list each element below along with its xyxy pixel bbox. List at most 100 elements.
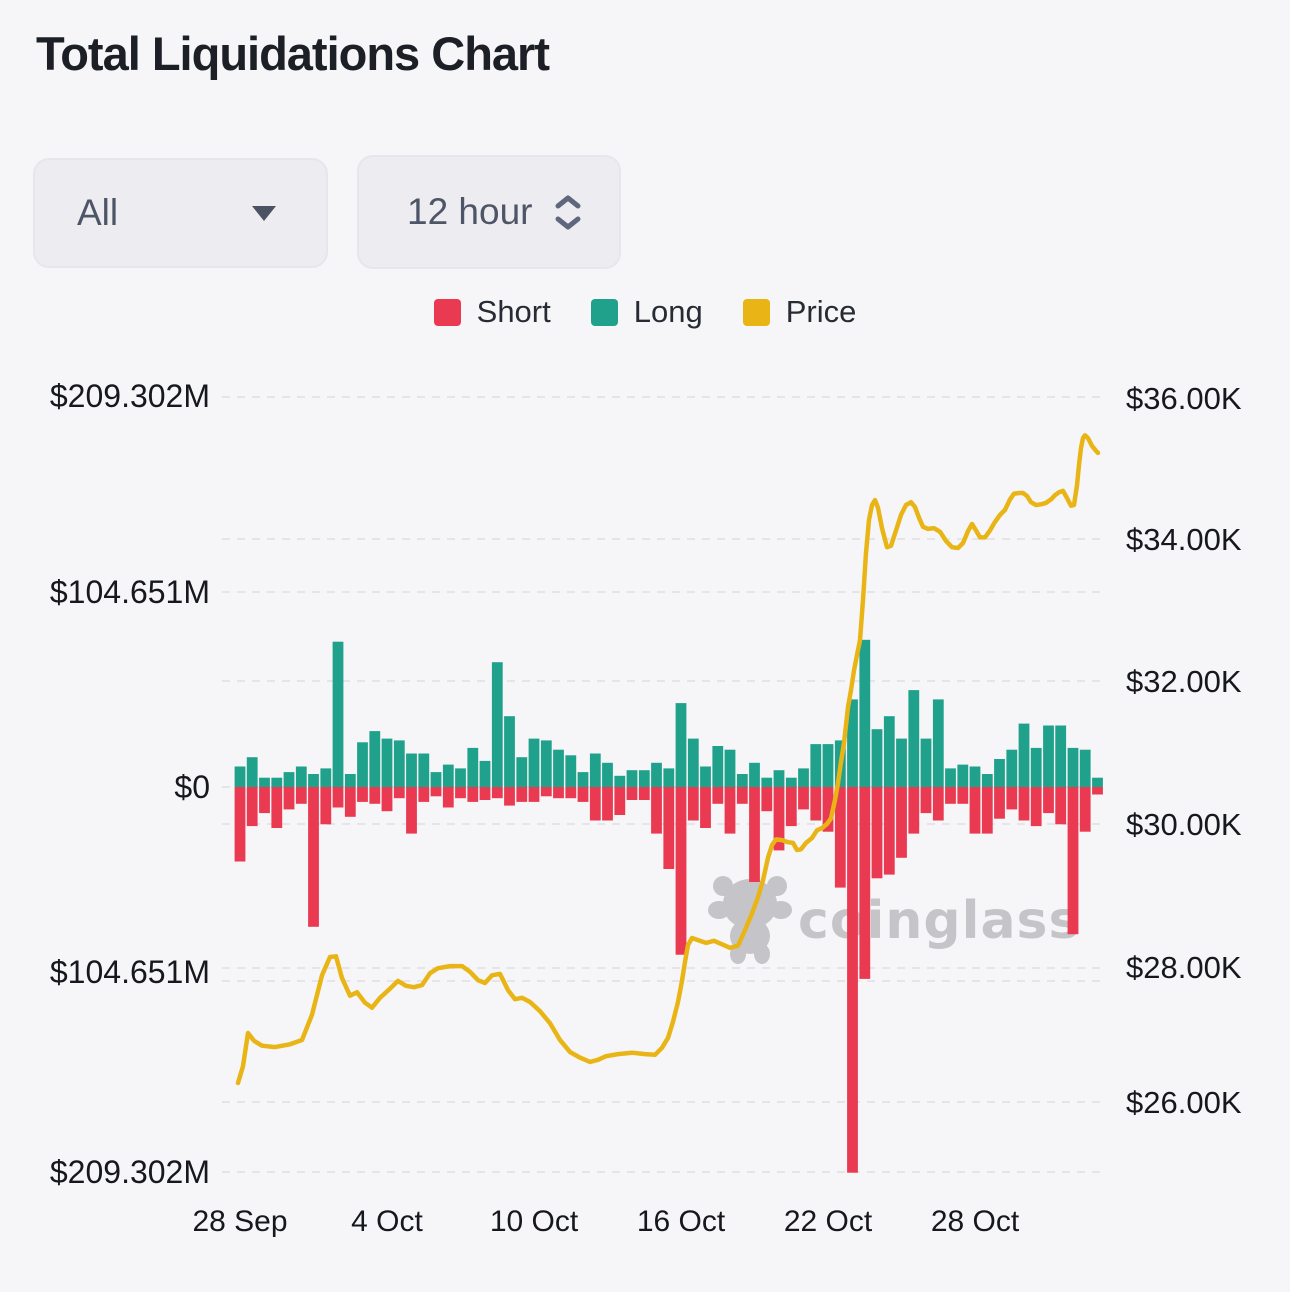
- long-bar[interactable]: [798, 768, 809, 787]
- long-bar[interactable]: [577, 772, 589, 787]
- short-bar[interactable]: [700, 787, 711, 828]
- long-bar[interactable]: [357, 742, 368, 787]
- long-bar[interactable]: [981, 774, 993, 787]
- long-bar[interactable]: [246, 757, 258, 787]
- long-bar[interactable]: [847, 699, 858, 787]
- short-bar[interactable]: [994, 787, 1005, 819]
- short-bar[interactable]: [357, 787, 368, 802]
- long-bar[interactable]: [663, 768, 675, 787]
- long-bar[interactable]: [896, 738, 907, 787]
- short-bar[interactable]: [1067, 787, 1079, 935]
- short-bar[interactable]: [234, 787, 246, 862]
- short-bar[interactable]: [908, 787, 920, 834]
- short-bar[interactable]: [602, 787, 613, 821]
- long-bar[interactable]: [945, 768, 956, 787]
- short-bar[interactable]: [663, 787, 675, 869]
- short-bar[interactable]: [308, 787, 319, 927]
- short-bar[interactable]: [565, 787, 577, 799]
- short-bar[interactable]: [271, 787, 283, 828]
- long-bar[interactable]: [234, 766, 246, 788]
- long-bar[interactable]: [516, 757, 528, 787]
- short-bar[interactable]: [687, 787, 699, 821]
- long-bar[interactable]: [491, 662, 503, 787]
- interval-dropdown[interactable]: 12 hour: [357, 155, 621, 269]
- short-bar[interactable]: [1030, 787, 1042, 827]
- legend-item-short[interactable]: Short: [433, 294, 551, 330]
- short-bar[interactable]: [320, 787, 332, 825]
- long-bar[interactable]: [565, 755, 577, 787]
- short-bar[interactable]: [957, 787, 969, 804]
- short-bar[interactable]: [430, 787, 442, 797]
- short-bar[interactable]: [675, 787, 687, 955]
- long-bar[interactable]: [283, 772, 295, 787]
- short-bar[interactable]: [626, 787, 638, 800]
- short-bar[interactable]: [1092, 787, 1103, 795]
- legend-item-long[interactable]: Long: [590, 294, 703, 330]
- short-bar[interactable]: [528, 787, 540, 802]
- long-bar[interactable]: [1043, 725, 1054, 788]
- short-bar[interactable]: [369, 787, 381, 804]
- short-bar[interactable]: [479, 787, 491, 800]
- short-bar[interactable]: [344, 787, 356, 817]
- long-bar[interactable]: [810, 744, 822, 787]
- long-bar[interactable]: [700, 766, 711, 788]
- short-bar[interactable]: [259, 787, 270, 814]
- short-bar[interactable]: [332, 787, 344, 808]
- short-bar[interactable]: [724, 787, 736, 834]
- short-bar[interactable]: [798, 787, 809, 810]
- short-bar[interactable]: [1043, 787, 1054, 814]
- long-bar[interactable]: [1079, 749, 1091, 787]
- long-bar[interactable]: [393, 740, 405, 787]
- long-bar[interactable]: [994, 759, 1005, 787]
- long-bar[interactable]: [553, 749, 564, 787]
- short-bar[interactable]: [736, 787, 748, 804]
- long-bar[interactable]: [442, 764, 454, 787]
- legend-item-price[interactable]: Price: [742, 294, 856, 330]
- short-bar[interactable]: [981, 787, 993, 834]
- short-bar[interactable]: [1018, 787, 1030, 821]
- long-bar[interactable]: [724, 749, 736, 787]
- long-bar[interactable]: [467, 747, 479, 787]
- long-bar[interactable]: [430, 772, 442, 787]
- short-bar[interactable]: [614, 787, 626, 815]
- long-bar[interactable]: [883, 716, 895, 787]
- long-bar[interactable]: [908, 690, 920, 787]
- long-bar[interactable]: [540, 740, 552, 787]
- long-bar[interactable]: [969, 766, 981, 788]
- symbol-dropdown[interactable]: All: [33, 158, 328, 268]
- short-bar[interactable]: [749, 787, 760, 882]
- short-bar[interactable]: [638, 787, 650, 800]
- short-bar[interactable]: [883, 787, 895, 875]
- long-bar[interactable]: [687, 738, 699, 787]
- long-bar[interactable]: [822, 744, 834, 787]
- short-bar[interactable]: [491, 787, 503, 799]
- short-bar[interactable]: [283, 787, 295, 810]
- long-bar[interactable]: [712, 746, 724, 787]
- short-bar[interactable]: [945, 787, 956, 804]
- short-bar[interactable]: [418, 787, 430, 802]
- long-bar[interactable]: [1067, 747, 1079, 787]
- short-bar[interactable]: [455, 787, 466, 799]
- short-bar[interactable]: [246, 787, 258, 827]
- short-bar[interactable]: [295, 787, 307, 804]
- long-bar[interactable]: [259, 777, 270, 787]
- short-bar[interactable]: [516, 787, 528, 802]
- short-bar[interactable]: [467, 787, 479, 802]
- short-bar[interactable]: [773, 787, 785, 851]
- long-bar[interactable]: [1006, 749, 1018, 787]
- long-bar[interactable]: [369, 731, 381, 787]
- long-bar[interactable]: [602, 762, 613, 787]
- short-bar[interactable]: [871, 787, 883, 879]
- long-bar[interactable]: [920, 738, 932, 787]
- long-bar[interactable]: [675, 703, 687, 787]
- long-bar[interactable]: [871, 729, 883, 787]
- long-bar[interactable]: [761, 777, 773, 787]
- short-bar[interactable]: [969, 787, 981, 834]
- short-bar[interactable]: [504, 787, 515, 806]
- short-bar[interactable]: [859, 787, 871, 979]
- short-bar[interactable]: [847, 787, 858, 1173]
- long-bar[interactable]: [528, 738, 540, 787]
- short-bar[interactable]: [540, 787, 552, 797]
- long-bar[interactable]: [332, 641, 344, 787]
